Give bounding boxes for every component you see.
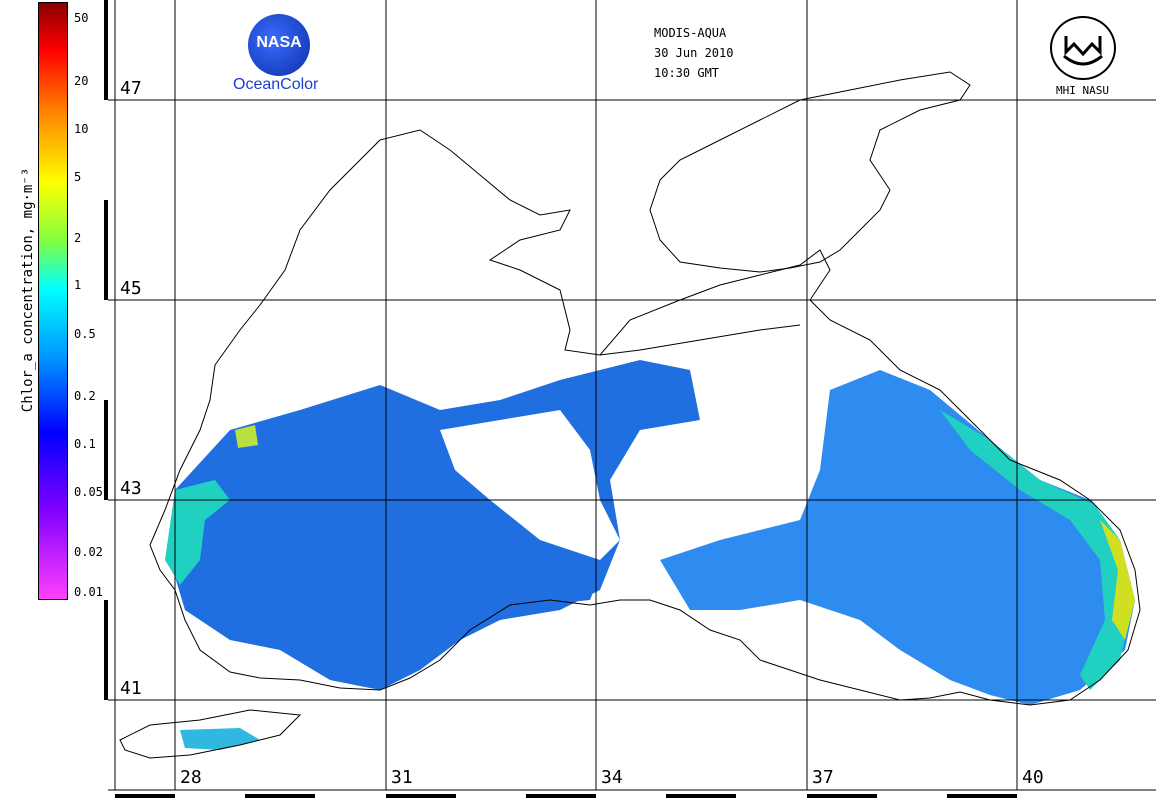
chl-west-basin xyxy=(170,360,700,690)
chl-east-highest xyxy=(1100,520,1135,640)
chl-west-coastal xyxy=(165,480,230,585)
acquisition-date: 30 Jun 2010 xyxy=(654,46,734,60)
latitude-label: 43 xyxy=(120,478,142,499)
oceancolor-caption: OceanColor xyxy=(233,76,319,93)
longitude-label: 28 xyxy=(180,767,202,788)
mhi-emblem-icon xyxy=(1063,36,1103,66)
chl-east-coastal xyxy=(940,410,1133,690)
longitude-label: 37 xyxy=(812,767,834,788)
colorbar-tick: 5 xyxy=(74,170,82,184)
chl-bosphorus xyxy=(180,728,260,750)
scale-bars xyxy=(104,0,1017,798)
colorbar-tick: 0.02 xyxy=(74,545,103,559)
chl-south-coast xyxy=(500,555,600,605)
colorbar-tick: 2 xyxy=(74,231,82,245)
colorbar-tick: 0.5 xyxy=(74,327,96,341)
chlorophyll-field xyxy=(165,360,1135,750)
colorbar-tick: 0.05 xyxy=(74,485,103,499)
chl-east-basin xyxy=(660,370,1135,705)
colorbar-title: Chlor_a concentration, mg·m⁻³ xyxy=(20,167,36,413)
acquisition-time: 10:30 GMT xyxy=(654,66,720,80)
colorbar-tick: 50 xyxy=(74,11,89,25)
mhi-nasu-logo-icon xyxy=(1050,16,1116,80)
colorbar-tick: 20 xyxy=(74,74,89,88)
colorbar-tick: 0.2 xyxy=(74,389,96,403)
colorbar-tick: 1 xyxy=(74,278,82,292)
chl-cloud-center xyxy=(440,410,620,560)
latitude-label: 47 xyxy=(120,78,142,99)
colorbar-tick: 10 xyxy=(74,122,89,136)
colorbar-tick: 0.1 xyxy=(74,437,96,451)
colorbar-tick: 0.01 xyxy=(74,585,103,599)
colorbar xyxy=(38,2,68,600)
latitude-label: 41 xyxy=(120,678,142,699)
nasa-logo-text: NASA xyxy=(256,34,302,51)
mhi-nasu-caption: MHI NASU xyxy=(1056,84,1109,97)
sensor-name: MODIS-AQUA xyxy=(654,26,727,40)
latitude-label: 45 xyxy=(120,278,142,299)
graticule xyxy=(108,0,1156,791)
chl-west-high xyxy=(235,425,258,448)
longitude-label: 34 xyxy=(601,767,623,788)
longitude-label: 31 xyxy=(391,767,413,788)
longitude-label: 40 xyxy=(1022,767,1044,788)
nasa-logo-icon: NASA xyxy=(248,14,310,76)
